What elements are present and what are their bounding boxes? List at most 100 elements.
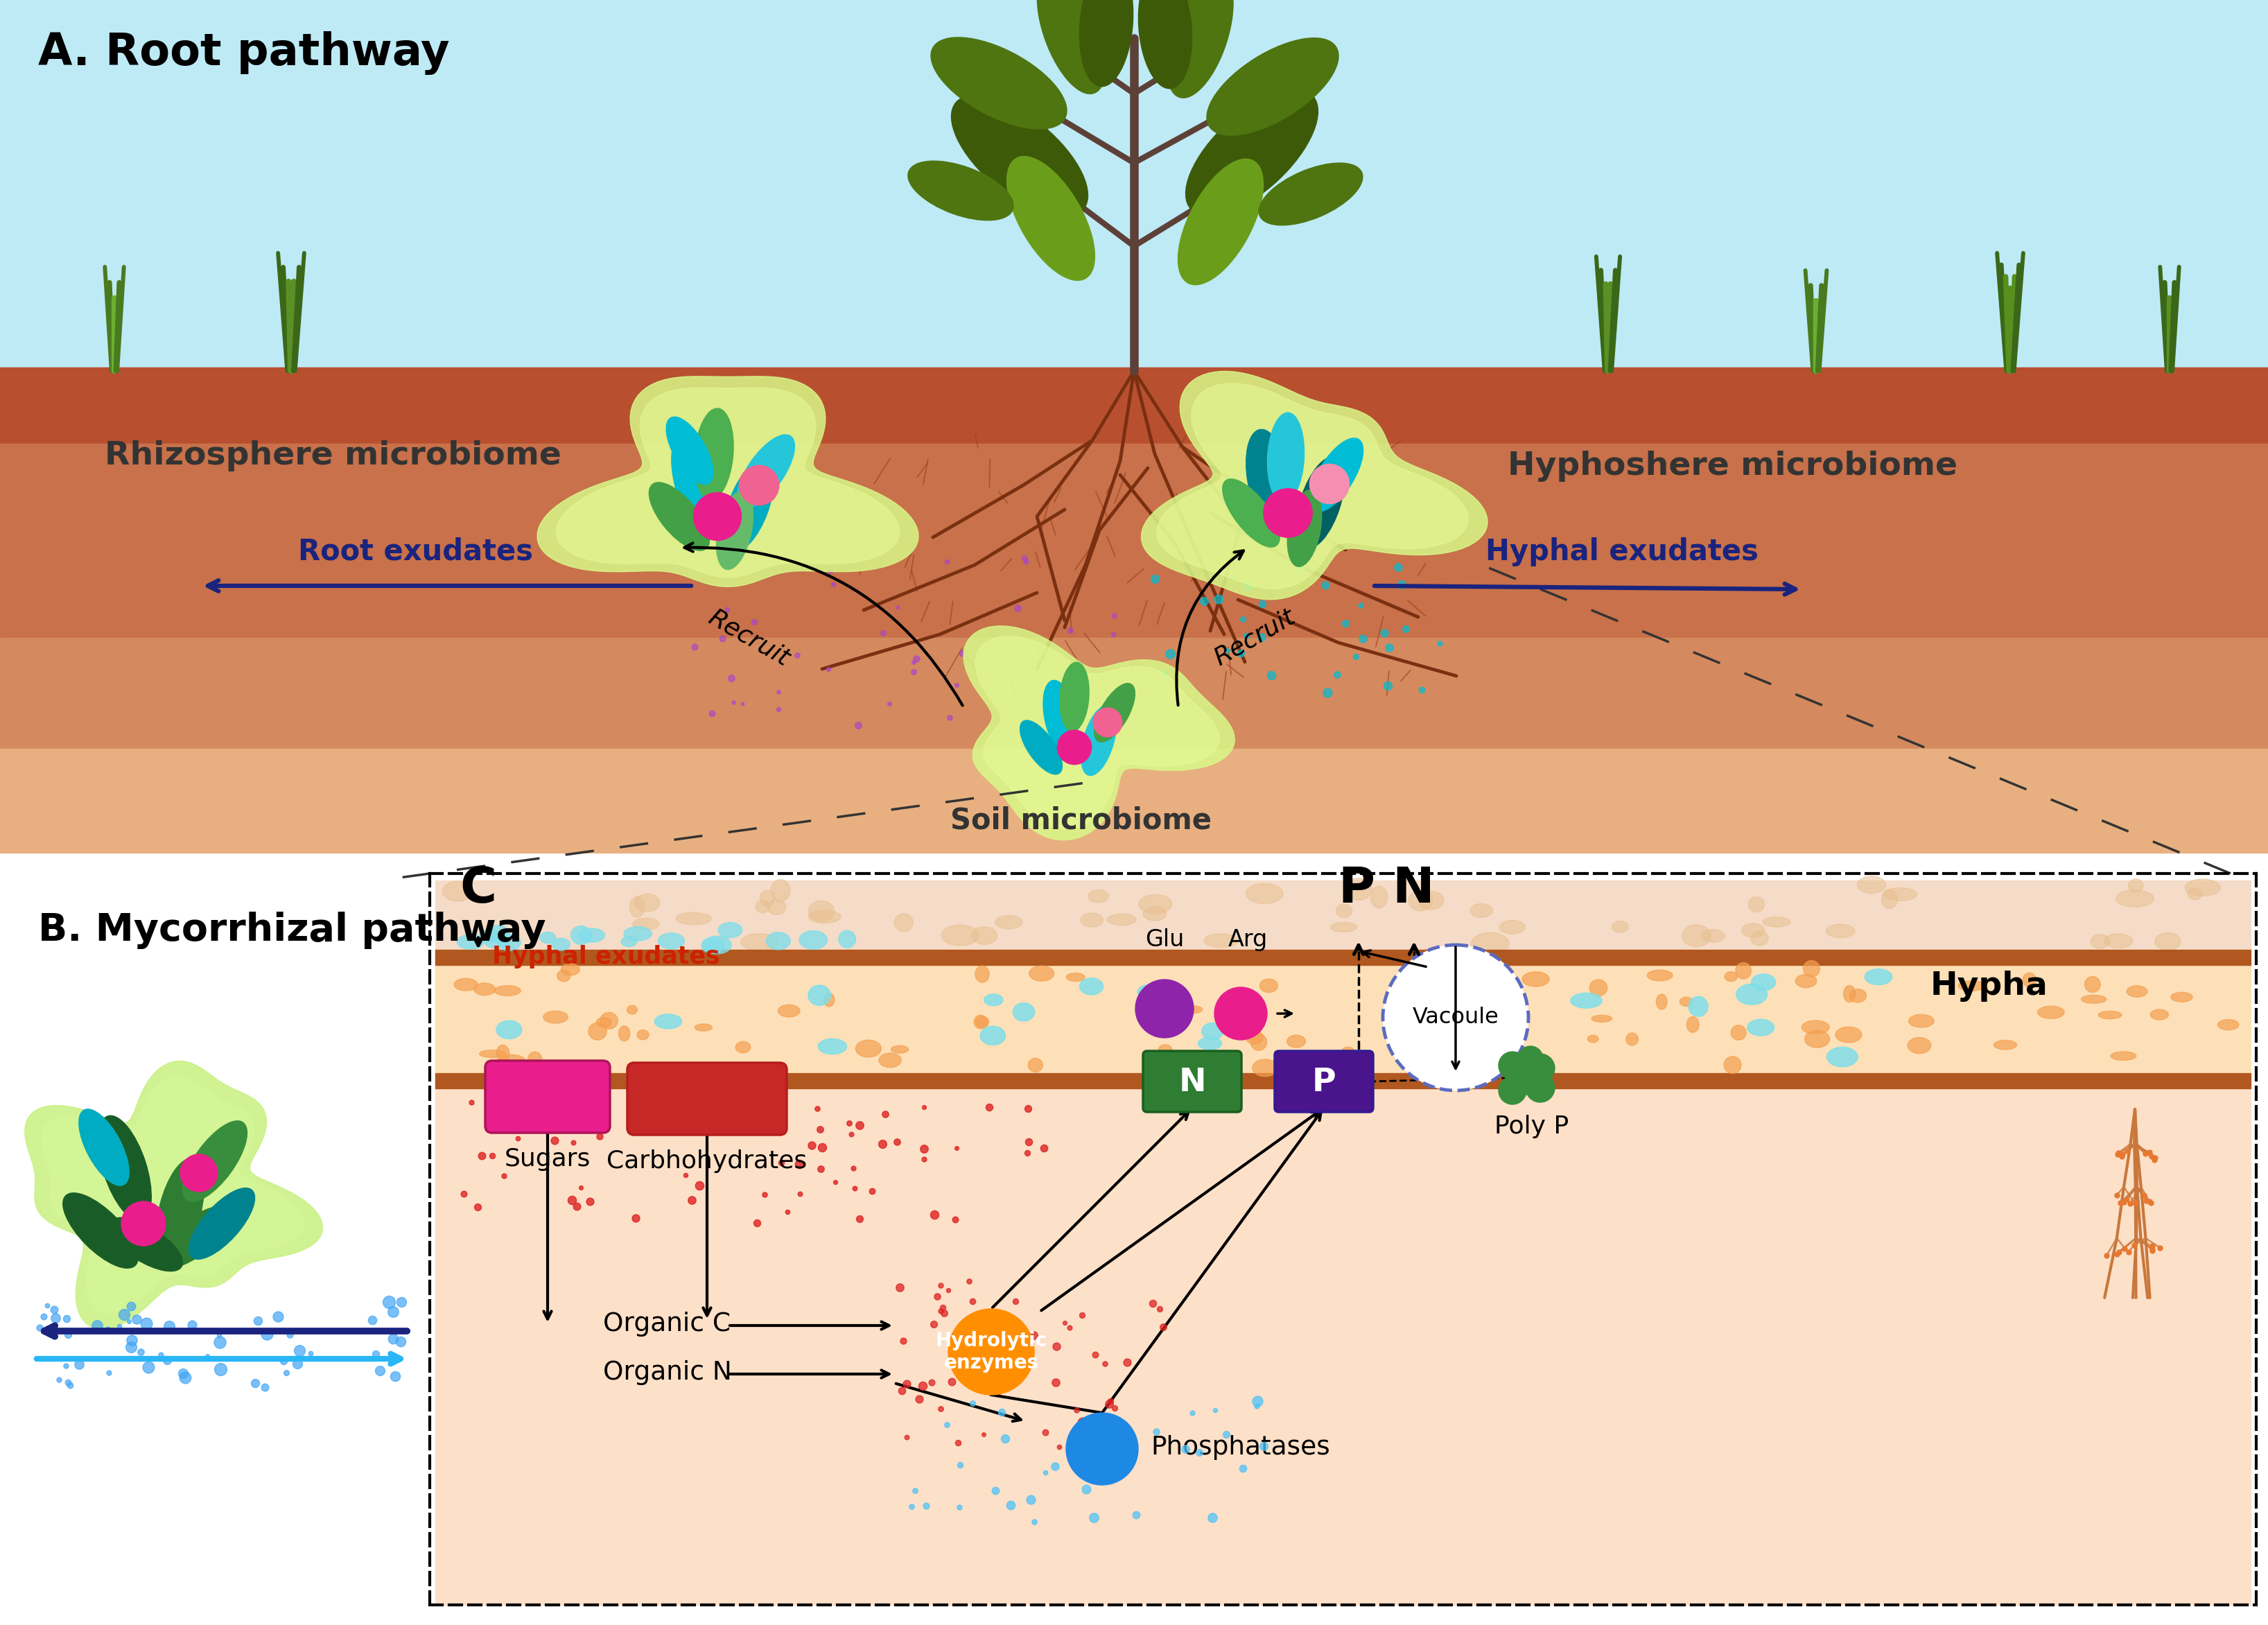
Ellipse shape [1803,1030,1828,1048]
Ellipse shape [2089,934,2109,949]
Ellipse shape [1207,37,1338,135]
Ellipse shape [2125,986,2148,998]
Text: A. Root pathway: A. Root pathway [39,31,449,75]
Ellipse shape [984,994,1002,1006]
Ellipse shape [1245,429,1290,526]
Ellipse shape [1222,1019,1245,1032]
Ellipse shape [1222,479,1279,548]
Ellipse shape [1848,990,1867,1003]
Ellipse shape [1139,895,1173,913]
Ellipse shape [1080,705,1116,775]
Bar [435,949,2250,965]
Ellipse shape [1012,1003,1034,1021]
Text: Rhizosphere microbiome: Rhizosphere microbiome [104,440,560,471]
Ellipse shape [1286,489,1322,567]
Ellipse shape [667,418,712,484]
Ellipse shape [1626,1034,1637,1045]
Ellipse shape [1835,1027,1862,1043]
Ellipse shape [1390,1038,1415,1051]
Ellipse shape [735,1042,751,1053]
Ellipse shape [798,931,828,949]
Ellipse shape [624,926,651,941]
Ellipse shape [1245,1030,1263,1045]
Bar [435,1089,2250,1606]
Text: Poly P: Poly P [1495,1115,1569,1139]
Ellipse shape [109,1217,181,1271]
Ellipse shape [1309,439,1363,512]
Ellipse shape [1370,886,1388,908]
Ellipse shape [497,1020,522,1038]
Ellipse shape [1880,891,1896,908]
Ellipse shape [1186,89,1318,216]
Ellipse shape [1080,913,1102,926]
Ellipse shape [694,1024,712,1030]
Ellipse shape [1490,972,1508,991]
Ellipse shape [891,1045,907,1053]
Text: Carbhohydrates: Carbhohydrates [606,1149,807,1173]
Text: B. Mycorrhizal pathway: B. Mycorrhizal pathway [39,912,547,949]
Ellipse shape [626,1006,637,1014]
Circle shape [1093,708,1123,736]
Ellipse shape [819,1038,846,1055]
Ellipse shape [1202,1022,1222,1040]
Ellipse shape [1687,996,1708,1017]
Circle shape [1213,988,1268,1040]
Ellipse shape [2084,977,2100,993]
Ellipse shape [578,928,606,942]
Ellipse shape [2150,1009,2168,1021]
Ellipse shape [737,434,794,509]
Ellipse shape [1386,1022,1402,1038]
Polygon shape [964,626,1234,840]
Ellipse shape [1245,884,1284,904]
Text: N: N [1177,1066,1207,1098]
Polygon shape [538,377,919,587]
Ellipse shape [1685,1017,1699,1032]
Ellipse shape [1751,931,1767,946]
Ellipse shape [1803,960,1819,977]
Ellipse shape [878,1053,900,1068]
Circle shape [1309,465,1349,504]
Text: C: C [460,864,497,913]
Text: Recruit: Recruit [1209,604,1300,671]
Ellipse shape [1592,1016,1613,1022]
Text: P N: P N [1338,864,1433,913]
Ellipse shape [637,1030,649,1040]
Ellipse shape [1036,0,1107,94]
FancyBboxPatch shape [1275,1051,1372,1112]
Ellipse shape [1198,1037,1222,1050]
Ellipse shape [2116,891,2152,907]
Circle shape [1524,1072,1554,1102]
Ellipse shape [1043,681,1077,754]
Ellipse shape [1742,923,1765,938]
Ellipse shape [1590,980,1606,996]
Ellipse shape [1864,968,1892,985]
Ellipse shape [1588,1035,1599,1043]
Ellipse shape [1907,1037,1930,1053]
Ellipse shape [551,938,569,951]
Ellipse shape [1329,923,1356,933]
Polygon shape [556,388,898,577]
Ellipse shape [1336,904,1352,918]
Ellipse shape [2127,879,2143,892]
Polygon shape [975,635,1218,829]
Ellipse shape [479,929,501,942]
Ellipse shape [1166,0,1234,97]
Ellipse shape [778,1004,801,1017]
Ellipse shape [975,1017,989,1027]
Ellipse shape [1826,1046,1857,1066]
Ellipse shape [479,1050,506,1058]
Ellipse shape [454,978,479,991]
Ellipse shape [950,94,1089,216]
Ellipse shape [1093,684,1134,743]
Ellipse shape [1259,978,1277,993]
Ellipse shape [755,900,769,913]
Ellipse shape [1406,1016,1431,1034]
Text: Root exudates: Root exudates [299,538,533,567]
Ellipse shape [2037,1006,2064,1019]
Circle shape [120,1201,166,1246]
Text: Soil microbiome: Soil microbiome [950,806,1211,835]
Ellipse shape [1311,1053,1331,1064]
Ellipse shape [540,933,556,944]
Ellipse shape [807,910,841,923]
Ellipse shape [485,925,510,941]
